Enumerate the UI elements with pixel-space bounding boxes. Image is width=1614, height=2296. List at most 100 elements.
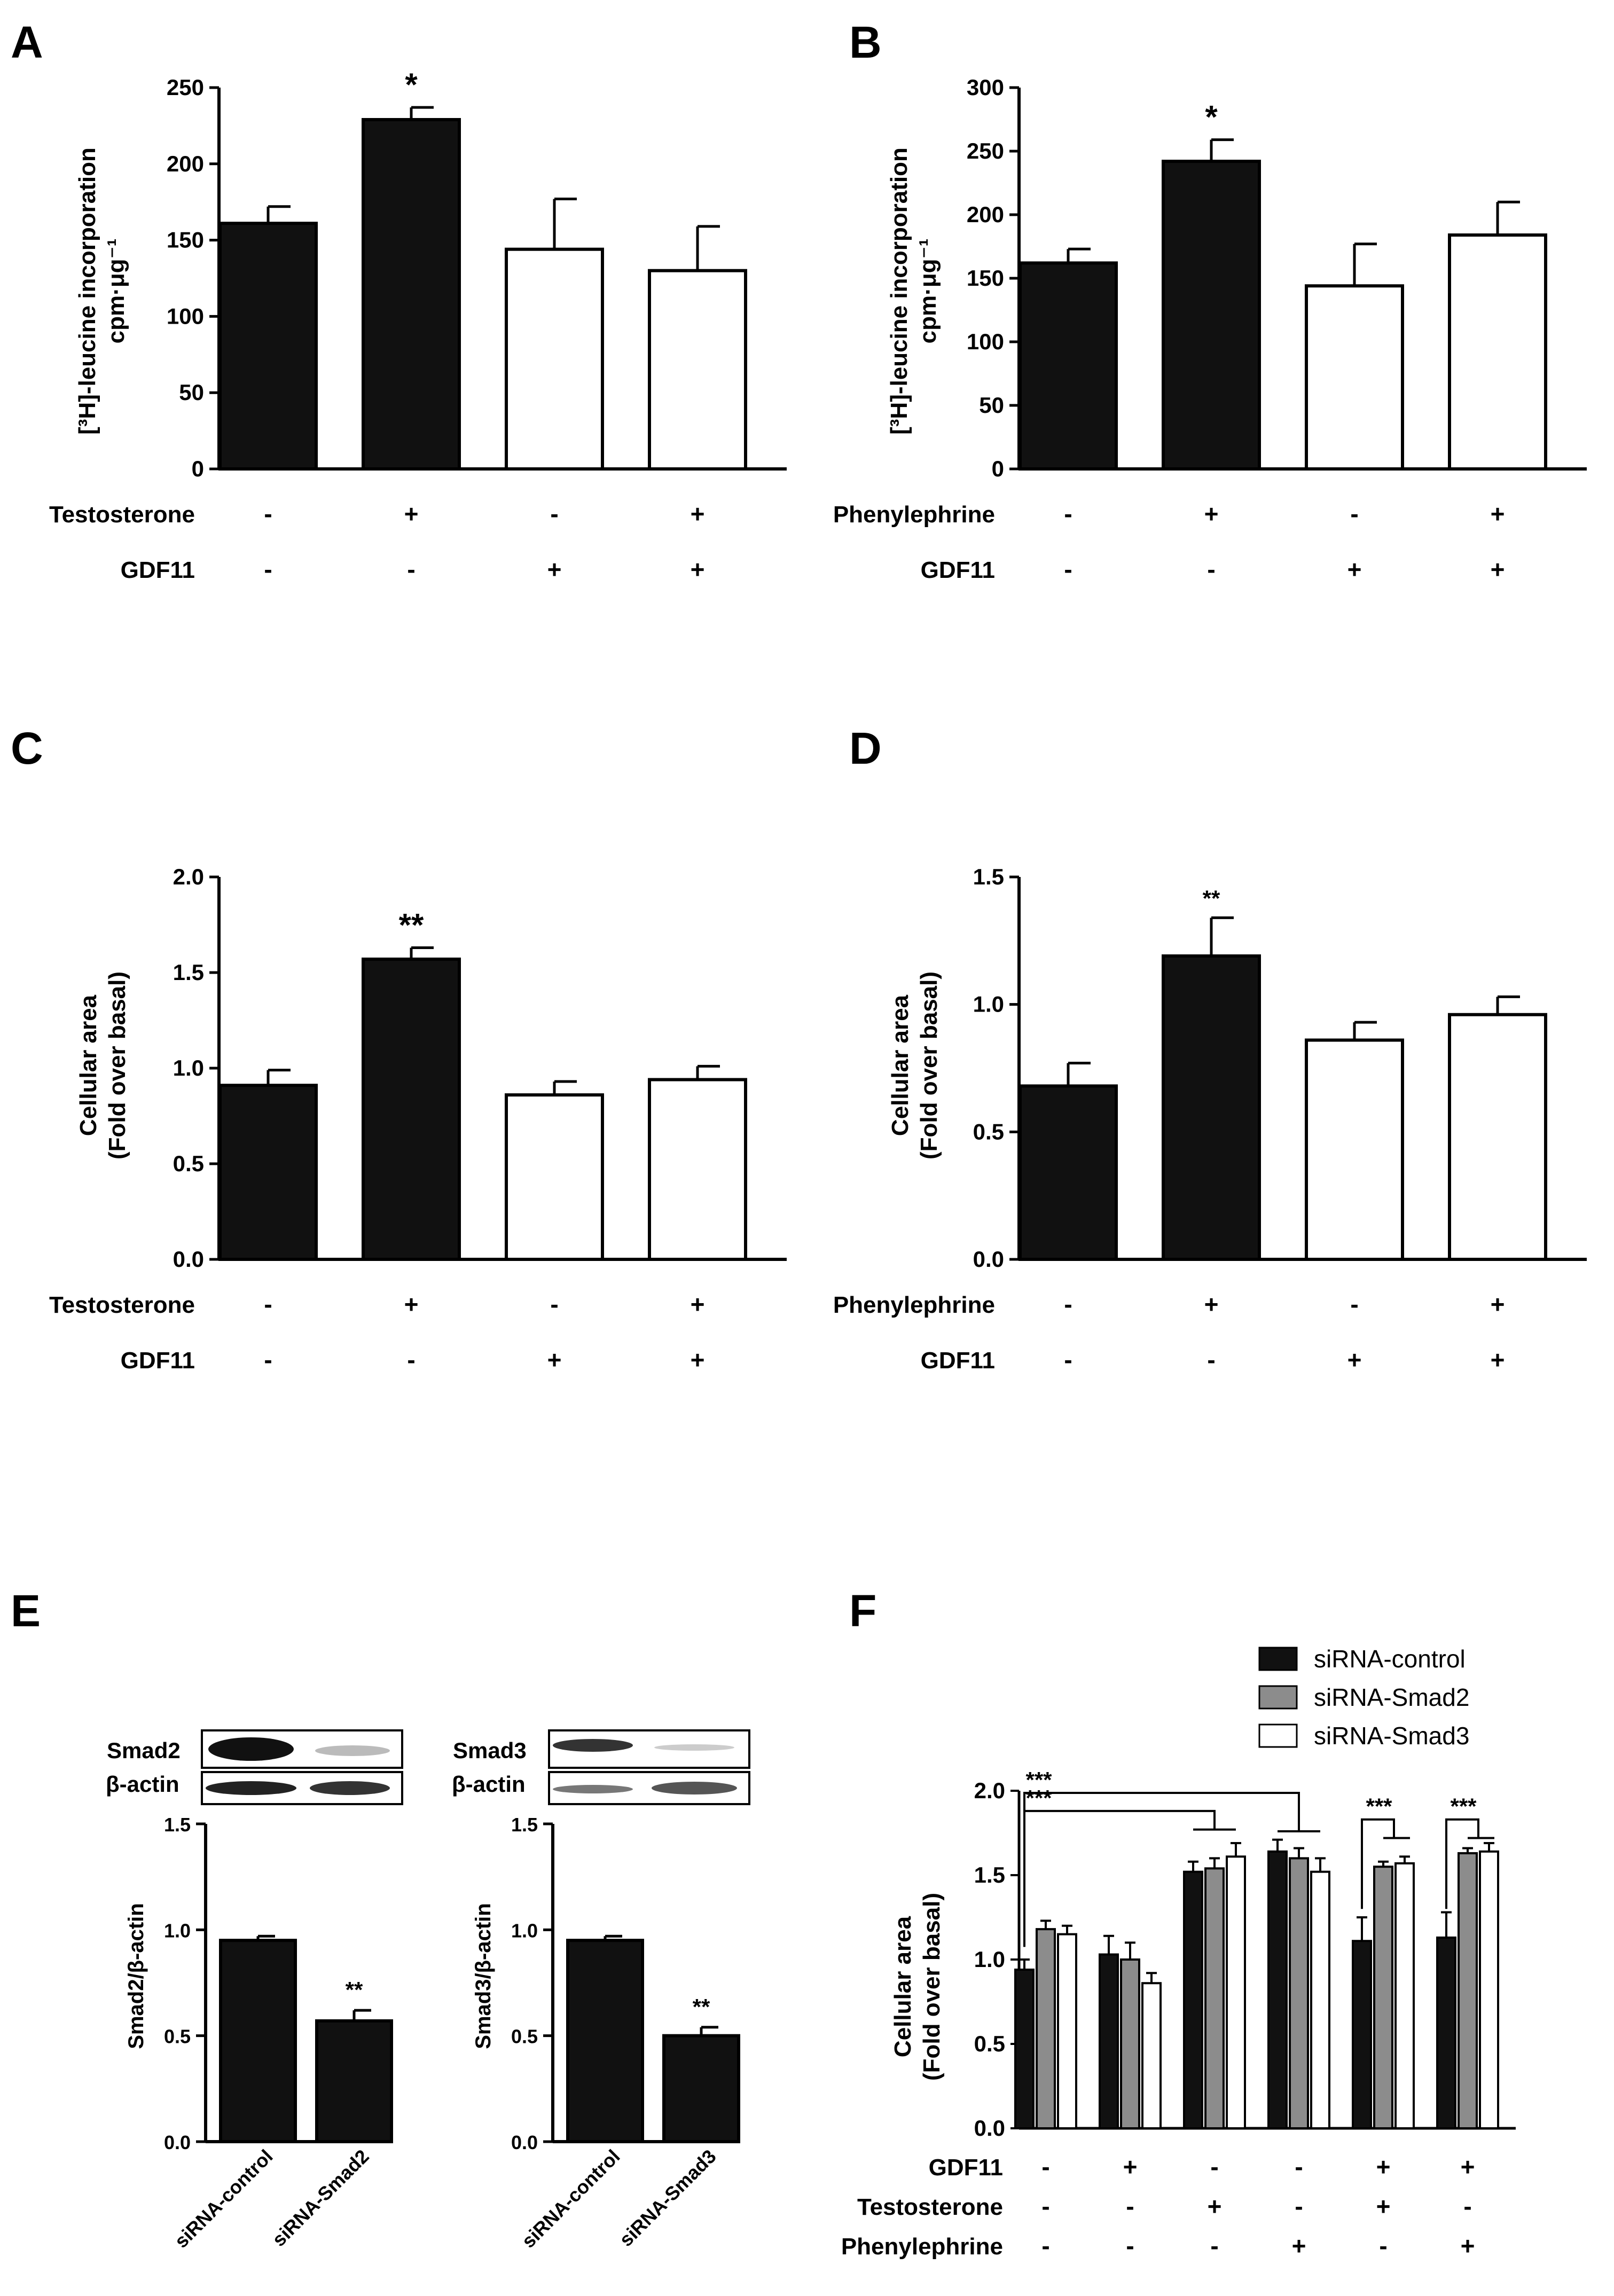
d-row-symbol: - <box>1064 1290 1072 1318</box>
b-row-symbol: + <box>1204 500 1219 528</box>
e-left-significance: ** <box>346 1977 363 2002</box>
b-row-label: GDF11 <box>921 557 995 583</box>
b-row-symbol: - <box>1064 500 1072 528</box>
b-ytick-label: 250 <box>967 138 1004 163</box>
f-row-symbol: + <box>1292 2232 1306 2260</box>
b-row-symbol: - <box>1350 500 1358 528</box>
e-left-yaxis-title: Smad2/β-actin <box>124 1903 148 2049</box>
b-ytick-label: 0 <box>992 456 1004 481</box>
b-row-symbol: + <box>1491 555 1505 583</box>
b-row-symbol: - <box>1064 555 1072 583</box>
d-yaxis-units: (Fold over basal) <box>916 971 942 1159</box>
c-bar <box>505 1093 604 1261</box>
b-significance: * <box>1205 99 1218 135</box>
c-row-symbol: - <box>264 1290 272 1318</box>
f-row-symbol: - <box>1295 2192 1303 2220</box>
b-ytick-label: 50 <box>979 393 1004 418</box>
c-significance: ** <box>399 907 424 943</box>
f-bracket-outer <box>1023 1792 1300 1947</box>
d-bar <box>1448 1013 1547 1261</box>
e-right-band2-control <box>553 1785 633 1793</box>
b-yaxis-title: [³H]-leucine incorporation <box>886 147 912 435</box>
f-yaxis-title: Cellular area <box>890 1916 916 2057</box>
f-bar-siRNA-Smad3 <box>1394 1862 1415 2129</box>
d-row-symbol: + <box>1347 1346 1362 1374</box>
e-left-category-label: siRNA-Smad2 <box>268 2145 373 2251</box>
d-row-label: GDF11 <box>921 1347 995 1374</box>
f-bar-siRNA-Smad3 <box>1226 1855 1246 2129</box>
c-ytick-label: 1.0 <box>173 1055 204 1080</box>
f-row-symbol: - <box>1126 2232 1134 2260</box>
f-bar-siRNA-control <box>1183 1870 1203 2129</box>
b-row-symbol: + <box>1491 500 1505 528</box>
a-ytick-label: 200 <box>167 151 204 176</box>
f-bracket-stars: *** <box>1450 1794 1477 1819</box>
a-ytick-label: 0 <box>192 456 204 481</box>
c-bar <box>218 1084 318 1261</box>
f-bracket-stars: *** <box>1366 1794 1392 1819</box>
a-ytick-label: 50 <box>179 380 204 405</box>
b-row-symbol: + <box>1347 555 1362 583</box>
f-row-label: Phenylephrine <box>841 2234 1003 2260</box>
f-row-symbol: - <box>1210 2153 1218 2181</box>
f-ytick-label: 1.5 <box>974 1862 1005 1887</box>
e-left-band2-label: β-actin <box>106 1772 179 1797</box>
f-ytick-label: 1.0 <box>974 1947 1005 1972</box>
e-left-blot: Smad2 β-actin <box>106 1729 403 1805</box>
c-row-symbol: + <box>547 1346 562 1374</box>
f-ytick-label: 2.0 <box>974 1778 1005 1803</box>
a-yaxis-title: [³H]-leucine incorporation <box>74 147 100 435</box>
a-row-symbol: + <box>691 555 705 583</box>
f-row-symbol: - <box>1041 2153 1049 2181</box>
panel-label-a: A <box>11 17 43 67</box>
panel-label-b: B <box>849 17 882 67</box>
e-right-ytick-label: 0.0 <box>511 2132 538 2153</box>
a-row-symbol: - <box>407 555 415 583</box>
charts-layer: 0 50 100 150 200 250 * Testosterone - + - + GDF11 - - +… <box>49 67 1587 2260</box>
f-legend-swatch-smad3 <box>1258 1723 1298 1748</box>
b-ytick-label: 100 <box>967 329 1004 354</box>
d-ytick-label: 0.5 <box>973 1119 1004 1144</box>
e-right-band1-knockdown <box>654 1744 734 1751</box>
panel-label-c: C <box>11 723 43 773</box>
c-row-symbol: - <box>550 1290 558 1318</box>
f-bracket-group <box>1445 1818 1479 1909</box>
e-right-ytick-label: 1.0 <box>511 1919 538 1941</box>
f-bar-siRNA-Smad3 <box>1141 1982 1162 2129</box>
a-ytick-label: 100 <box>167 303 204 328</box>
f-bar-siRNA-Smad3 <box>1057 1933 1077 2130</box>
e-right-band2-label: β-actin <box>452 1772 526 1797</box>
e-right-category-label: siRNA-Smad3 <box>615 2145 720 2251</box>
f-row-symbol: + <box>1461 2153 1475 2181</box>
e-right-significance: ** <box>693 1994 710 2019</box>
e-right-band1-control <box>553 1739 633 1752</box>
c-row-symbol: + <box>404 1290 419 1318</box>
c-ytick-label: 1.5 <box>173 960 204 985</box>
a-bar <box>505 247 604 471</box>
e-left-bar <box>219 1939 297 2144</box>
d-row-symbol: + <box>1204 1290 1219 1318</box>
f-bar-siRNA-control <box>1352 1940 1372 2129</box>
f-legend-swatch-smad2 <box>1258 1685 1298 1710</box>
b-ytick-label: 150 <box>967 265 1004 291</box>
b-bar <box>1162 160 1261 471</box>
a-row-label: GDF11 <box>121 557 195 583</box>
e-right-ytick-label: 1.5 <box>511 1814 538 1836</box>
b-yaxis-units: cpm·μg⁻¹ <box>915 239 941 344</box>
a-row-label: Testosterone <box>49 501 195 528</box>
c-ytick-label: 0.5 <box>173 1151 204 1176</box>
e-left-band1-label: Smad2 <box>107 1738 181 1763</box>
b-row-symbol: - <box>1207 555 1215 583</box>
e-left-ytick-label: 0.0 <box>164 2132 191 2153</box>
f-legend-swatch-control <box>1258 1647 1298 1671</box>
f-bar-siRNA-control <box>1014 1968 1035 2129</box>
f-legend-label-smad3: siRNA-Smad3 <box>1314 1722 1469 1750</box>
c-row-symbol: + <box>691 1290 705 1318</box>
a-bar <box>362 117 461 471</box>
e-left-band1-control <box>208 1737 294 1761</box>
f-bar-siRNA-Smad2 <box>1458 1852 1478 2129</box>
e-left-ytick-label: 0.5 <box>164 2026 191 2048</box>
c-row-symbol: - <box>264 1346 272 1374</box>
f-row-label: Testosterone <box>857 2194 1003 2220</box>
